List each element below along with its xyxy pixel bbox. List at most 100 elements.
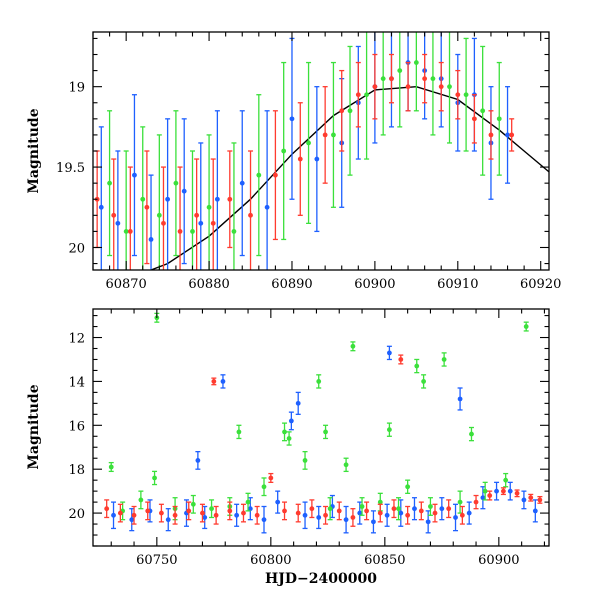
data-point xyxy=(438,84,444,90)
data-point xyxy=(152,475,157,481)
data-point xyxy=(123,229,129,234)
data-point xyxy=(372,84,378,90)
data-point xyxy=(261,484,267,490)
data-point xyxy=(521,497,527,503)
data-point xyxy=(227,508,233,514)
data-point xyxy=(288,418,294,424)
data-point xyxy=(422,76,428,82)
bottom-series-0 xyxy=(111,345,538,534)
data-point xyxy=(414,363,420,369)
x-tick-label: 60880 xyxy=(188,277,229,292)
data-point xyxy=(537,497,543,503)
data-point xyxy=(306,140,311,146)
y-tick-label: 19 xyxy=(68,81,85,96)
data-point xyxy=(396,506,401,512)
bottom-y-axis-label: Magnitude xyxy=(26,384,42,469)
data-point xyxy=(496,116,502,122)
data-point xyxy=(202,515,208,520)
data-point xyxy=(397,68,403,73)
data-point xyxy=(190,501,196,507)
bottom-series-1 xyxy=(108,312,529,521)
data-point xyxy=(418,508,424,514)
data-point xyxy=(239,180,245,186)
data-point xyxy=(339,108,345,114)
data-point xyxy=(165,196,171,202)
data-point xyxy=(430,76,436,82)
data-point xyxy=(447,84,452,90)
data-point xyxy=(148,237,154,242)
data-point xyxy=(457,396,463,402)
data-point xyxy=(327,506,333,512)
data-point xyxy=(455,92,461,98)
data-point xyxy=(104,506,110,512)
data-point xyxy=(210,220,216,226)
data-point xyxy=(384,512,390,518)
data-point xyxy=(156,212,162,218)
data-point xyxy=(132,172,137,178)
data-point xyxy=(377,510,383,516)
data-point xyxy=(194,212,200,218)
x-tick-label: 60800 xyxy=(250,553,291,568)
x-tick-label: 60890 xyxy=(271,277,312,292)
data-point xyxy=(364,92,369,98)
data-point xyxy=(441,357,447,362)
x-tick-label: 60750 xyxy=(136,553,177,568)
data-point xyxy=(281,148,287,154)
top-y-axis-label: Magnitude xyxy=(26,108,42,193)
data-point xyxy=(505,132,510,138)
data-point xyxy=(398,510,404,516)
data-point xyxy=(256,172,262,178)
data-point xyxy=(165,517,171,523)
x-tick-label: 60920 xyxy=(520,277,561,292)
y-tick-label: 20 xyxy=(68,241,85,256)
data-point xyxy=(488,132,494,138)
bottom-plot-area xyxy=(104,312,543,534)
y-tick-label: 14 xyxy=(68,375,85,390)
data-point xyxy=(487,493,493,498)
top-axes: 60870 60880 60890 60900 60910 60920 19 19.5 20 xyxy=(56,32,561,292)
data-point xyxy=(364,508,369,514)
data-point xyxy=(127,229,133,234)
data-point xyxy=(377,499,383,505)
data-point xyxy=(432,510,438,516)
data-point xyxy=(273,172,278,178)
top-plot-area xyxy=(94,32,549,270)
data-point xyxy=(350,515,356,520)
data-point xyxy=(323,512,328,518)
data-point xyxy=(316,379,322,384)
data-point xyxy=(227,196,233,202)
data-point xyxy=(336,508,342,514)
data-point xyxy=(469,431,474,437)
data-point xyxy=(254,512,260,518)
data-point xyxy=(316,515,322,520)
data-point xyxy=(140,196,146,202)
data-point xyxy=(297,156,303,162)
data-point xyxy=(343,462,349,468)
bottom-plot-frame xyxy=(92,308,550,547)
data-point xyxy=(387,350,392,356)
data-point xyxy=(350,343,356,349)
data-point xyxy=(295,400,301,406)
data-point xyxy=(282,508,287,514)
top-series-2 xyxy=(94,53,515,270)
data-point xyxy=(186,508,192,514)
data-point xyxy=(459,512,465,518)
data-point xyxy=(275,499,281,505)
data-point xyxy=(231,229,237,234)
y-tick-label: 20 xyxy=(68,507,85,522)
data-point xyxy=(108,464,114,470)
data-point xyxy=(528,495,534,501)
data-point xyxy=(173,180,179,186)
x-tick-label: 60900 xyxy=(478,553,519,568)
data-point xyxy=(405,512,411,518)
data-point xyxy=(172,512,178,518)
x-tick-label: 60870 xyxy=(105,277,146,292)
data-point xyxy=(200,510,205,516)
data-point xyxy=(389,76,394,82)
data-point xyxy=(236,429,242,435)
data-point xyxy=(347,108,353,114)
top-model-curve xyxy=(149,85,549,270)
data-point xyxy=(144,204,150,210)
data-point xyxy=(289,116,295,122)
data-point xyxy=(295,510,301,516)
